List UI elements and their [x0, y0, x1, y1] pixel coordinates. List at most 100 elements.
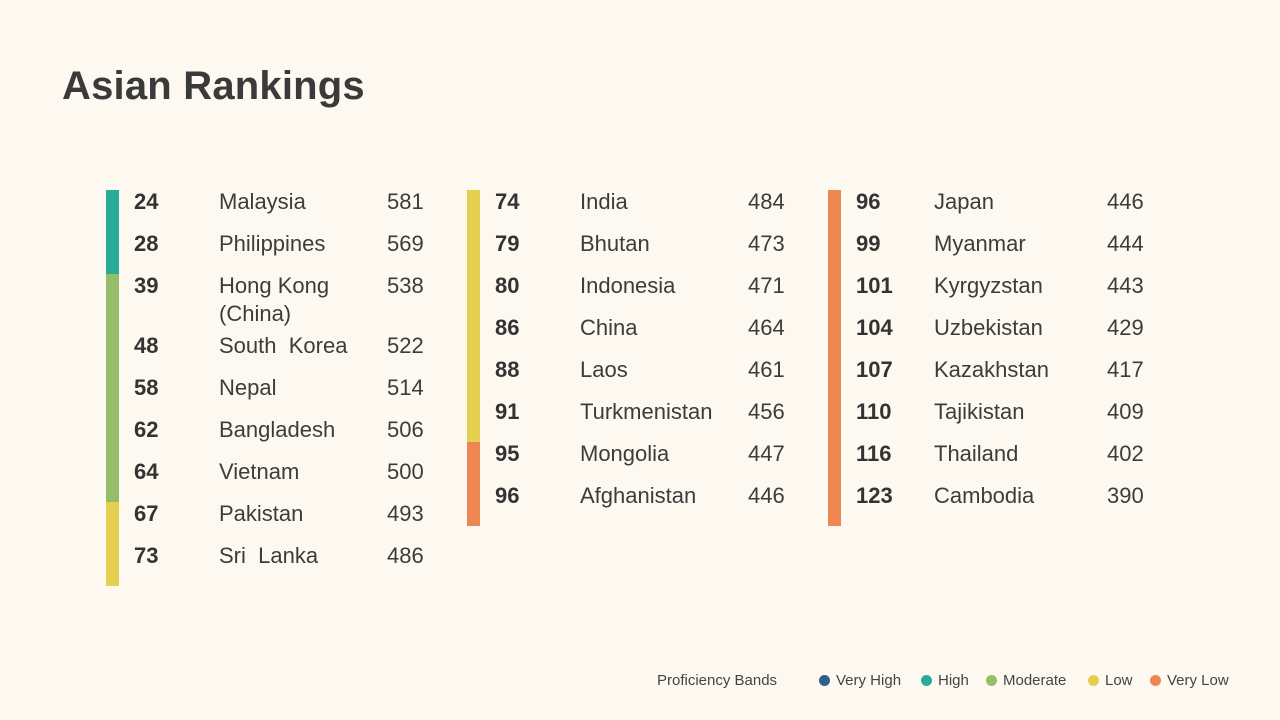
band-segment	[467, 484, 480, 526]
rank-value: 99	[856, 231, 881, 256]
rank-value: 107	[856, 357, 893, 382]
country-name: Philippines	[219, 231, 326, 256]
score-value: 522	[387, 333, 424, 358]
rank-value: 58	[134, 375, 159, 400]
legend-label: Very Low	[1167, 672, 1229, 689]
legend-label: Very High	[836, 672, 902, 689]
country-name: Indonesia	[580, 273, 676, 298]
country-name: Malaysia	[219, 189, 306, 214]
country-name: Afghanistan	[580, 483, 697, 508]
band-segment	[106, 376, 119, 418]
band-segment	[106, 190, 119, 232]
legend-item-very-low: Very Low	[1150, 672, 1229, 689]
rank-value: 28	[134, 231, 159, 256]
country-name: Sri Lanka	[219, 543, 319, 568]
band-segment	[106, 502, 119, 544]
score-value: 417	[1107, 357, 1144, 382]
country-name: Uzbekistan	[934, 315, 1043, 340]
country-name: Myanmar	[934, 231, 1026, 256]
country-name: Laos	[580, 357, 628, 382]
rank-value: 96	[856, 189, 881, 214]
band-segment	[467, 358, 480, 400]
legend-label: High	[938, 672, 969, 689]
legend-label: Low	[1105, 672, 1133, 689]
rank-value: 79	[495, 231, 520, 256]
band-segment	[828, 316, 841, 358]
country-name: Hong Kong (China)	[219, 273, 336, 326]
score-value: 484	[748, 189, 785, 214]
score-value: 443	[1107, 273, 1144, 298]
country-name: Nepal	[219, 375, 277, 400]
country-name: Mongolia	[580, 441, 670, 466]
country-name: Bhutan	[580, 231, 650, 256]
band-segment	[828, 442, 841, 484]
score-value: 486	[387, 543, 424, 568]
score-value: 447	[748, 441, 785, 466]
rank-value: 88	[495, 357, 520, 382]
band-segment	[828, 484, 841, 526]
legend-item-moderate: Moderate	[986, 672, 1066, 689]
band-segment	[106, 460, 119, 502]
country-name: India	[580, 189, 628, 214]
band-segment	[828, 400, 841, 442]
rank-value: 104	[856, 315, 893, 340]
rank-value: 95	[495, 441, 520, 466]
country-name: Cambodia	[934, 483, 1035, 508]
country-name: Tajikistan	[934, 399, 1025, 424]
band-segment	[828, 190, 841, 232]
score-value: 471	[748, 273, 785, 298]
score-value: 446	[748, 483, 785, 508]
band-segment	[467, 232, 480, 274]
rank-value: 123	[856, 483, 893, 508]
band-bar	[467, 190, 480, 526]
rank-value: 48	[134, 333, 159, 358]
legend-item-low: Low	[1088, 672, 1133, 689]
rank-value: 73	[134, 543, 159, 568]
score-value: 500	[387, 459, 424, 484]
country-name: Japan	[934, 189, 994, 214]
score-value: 402	[1107, 441, 1144, 466]
band-segment	[828, 232, 841, 274]
legend-item-high: High	[921, 672, 969, 689]
page-title: Asian Rankings	[62, 64, 365, 108]
very-high-dot-icon	[819, 675, 830, 686]
rank-value: 24	[134, 189, 159, 214]
score-value: 464	[748, 315, 785, 340]
rank-value: 91	[495, 399, 520, 424]
moderate-dot-icon	[986, 675, 997, 686]
band-segment	[467, 442, 480, 484]
band-bar	[106, 190, 119, 586]
country-name: China	[580, 315, 638, 340]
rank-value: 62	[134, 417, 159, 442]
band-segment	[467, 400, 480, 442]
band-segment	[106, 544, 119, 586]
country-name: Vietnam	[219, 459, 300, 484]
country-name: South Korea	[219, 333, 348, 358]
rank-value: 67	[134, 501, 159, 526]
legend-title: Proficiency Bands	[657, 672, 778, 689]
band-segment	[828, 274, 841, 316]
score-value: 473	[748, 231, 785, 256]
band-segment	[467, 274, 480, 316]
rank-value: 64	[134, 459, 159, 484]
rank-value: 74	[495, 189, 520, 214]
rank-value: 86	[495, 315, 520, 340]
very-low-dot-icon	[1150, 675, 1161, 686]
band-segment	[467, 316, 480, 358]
country-name: Pakistan	[219, 501, 304, 526]
country-name: Turkmenistan	[580, 399, 713, 424]
score-value: 390	[1107, 483, 1144, 508]
rank-value: 80	[495, 273, 520, 298]
score-value: 456	[748, 399, 785, 424]
score-value: 446	[1107, 189, 1144, 214]
score-value: 506	[387, 417, 424, 442]
legend-item-very-high: Very High	[819, 672, 901, 689]
band-segment	[828, 358, 841, 400]
score-value: 493	[387, 501, 424, 526]
score-value: 514	[387, 375, 424, 400]
rank-value: 39	[134, 273, 159, 298]
band-segment	[106, 334, 119, 376]
country-name: Kazakhstan	[934, 357, 1049, 382]
low-dot-icon	[1088, 675, 1099, 686]
high-dot-icon	[921, 675, 932, 686]
